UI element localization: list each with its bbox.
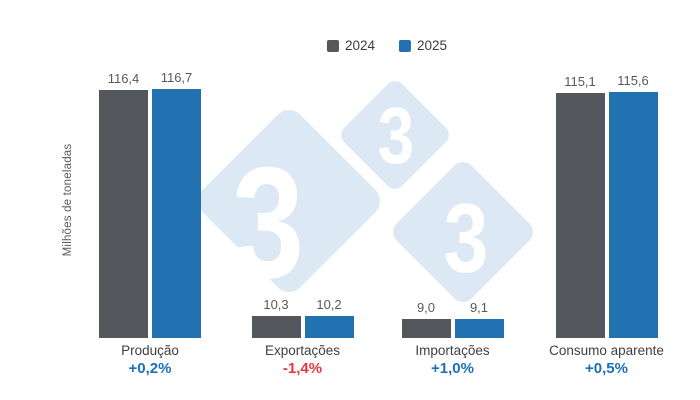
bar-value-label: 10,2 — [316, 297, 342, 312]
category-label: Exportações — [264, 343, 341, 358]
bar-pair: 116,4 116,7 — [99, 70, 201, 338]
bar-2024-consumo — [555, 93, 605, 338]
bar-group-importacoes: 9,0 9,1 Importações +1,0% — [401, 0, 504, 400]
bar-group-consumo-aparente: 115,1 115,6 Consumo aparente +0,5% — [549, 0, 664, 400]
legend-label-2024: 2024 — [344, 38, 375, 53]
bar-column-2025: 9,1 — [454, 300, 504, 338]
bar-column-2024: 9,0 — [401, 300, 451, 338]
bar-2024-producao — [99, 90, 148, 338]
change-percent-label: -1,4% — [282, 360, 323, 377]
legend-swatch-2025 — [399, 39, 411, 52]
change-percent-label: +0,5% — [585, 360, 628, 377]
category-label: Consumo aparente — [549, 343, 664, 358]
bar-column-2025: 10,2 — [304, 297, 354, 338]
bar-group-exportacoes: 10,3 10,2 Exportações -1,4% — [251, 0, 354, 400]
category-label: Importações — [415, 343, 490, 358]
bar-column-2024: 115,1 — [555, 74, 605, 338]
bar-2025-exportacoes — [304, 316, 354, 338]
bar-column-2024: 116,4 — [99, 71, 148, 338]
legend-label-2025: 2025 — [417, 38, 448, 53]
bar-value-label: 115,6 — [617, 73, 649, 88]
y-axis-label: Milhões de toneladas — [62, 143, 74, 257]
bar-2024-exportacoes — [251, 316, 301, 338]
bar-2025-producao — [152, 89, 201, 338]
bar-value-label: 9,1 — [469, 300, 489, 315]
bar-value-label: 115,1 — [564, 74, 596, 89]
bar-pair: 10,3 10,2 — [251, 297, 354, 338]
change-percent-label: +1,0% — [431, 360, 474, 377]
bar-value-label: 116,4 — [107, 71, 140, 86]
bar-column-2025: 115,6 — [608, 73, 658, 338]
legend-swatch-2024 — [326, 39, 339, 52]
change-percent-label: +0,2% — [128, 360, 172, 377]
chart-legend: 2024 2025 — [326, 38, 447, 53]
bar-group-producao: 116,4 116,7 Produção +0,2% — [99, 0, 201, 400]
category-label: Produção — [121, 343, 179, 358]
legend-item-2025: 2025 — [399, 38, 447, 53]
bar-column-2025: 116,7 — [152, 70, 201, 338]
legend-item-2024: 2024 — [326, 38, 375, 53]
bar-column-2024: 10,3 — [251, 297, 301, 338]
bar-2025-importacoes — [454, 319, 504, 338]
bar-value-label: 10,3 — [263, 297, 289, 312]
bar-2024-importacoes — [401, 319, 451, 338]
bar-pair: 115,1 115,6 — [555, 73, 658, 338]
bar-value-label: 116,7 — [160, 70, 193, 85]
bar-2025-consumo — [608, 92, 658, 338]
bar-value-label: 9,0 — [416, 300, 436, 315]
bar-pair: 9,0 9,1 — [401, 300, 504, 338]
